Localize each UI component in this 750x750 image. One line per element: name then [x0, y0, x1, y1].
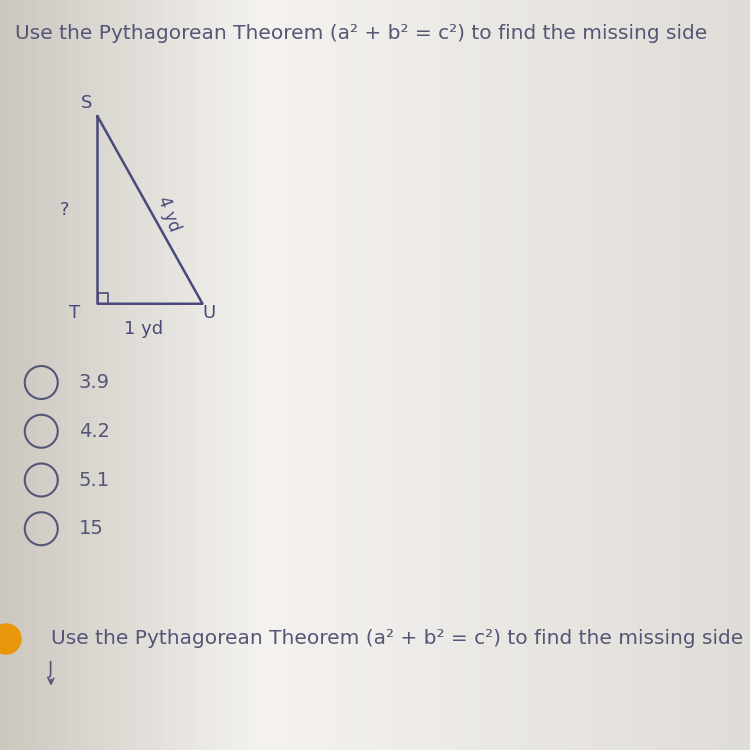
Text: T: T [70, 304, 80, 322]
Text: 1 yd: 1 yd [124, 320, 164, 338]
Text: J: J [48, 660, 54, 678]
Text: 15: 15 [79, 519, 104, 538]
Text: Use the Pythagorean Theorem (a² + b² = c²) to find the missing side: Use the Pythagorean Theorem (a² + b² = c… [51, 629, 743, 649]
Text: 4.2: 4.2 [79, 422, 110, 441]
Text: ?: ? [60, 201, 69, 219]
Text: Use the Pythagorean Theorem (a² + b² = c²) to find the missing side: Use the Pythagorean Theorem (a² + b² = c… [15, 24, 707, 43]
Circle shape [0, 624, 21, 654]
Text: 4 yd: 4 yd [154, 194, 184, 234]
Text: S: S [80, 94, 92, 112]
Text: 5.1: 5.1 [79, 470, 110, 490]
Text: 3.9: 3.9 [79, 373, 110, 392]
Text: U: U [202, 304, 215, 322]
